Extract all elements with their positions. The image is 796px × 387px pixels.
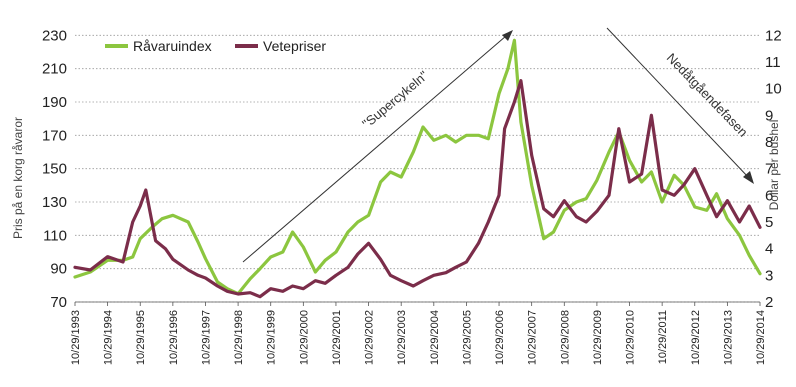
x-tick-label: 10/29/2011: [657, 310, 669, 364]
x-tick-label: 10/29/2014: [755, 310, 767, 365]
y-tick-label-right: 4: [765, 241, 773, 258]
supercycle-annotation: "Supercykeln": [359, 68, 431, 132]
decline-arrow: [606, 27, 754, 184]
y-axis-right-label: Dollar per bushel: [767, 120, 781, 211]
y-tick-label-left: 230: [42, 27, 67, 44]
y-axis-left-label: Pris på en korg råvaror: [11, 117, 25, 239]
x-tick-label: 10/29/1994: [103, 310, 115, 365]
x-tick-label: 10/29/2005: [461, 310, 473, 365]
legend: Råvaruindex Vetepriser: [105, 38, 326, 54]
y-tick-label-right: 5: [765, 214, 773, 231]
x-tick-label: 10/29/2001: [331, 310, 343, 365]
x-tick-label: 10/29/1997: [200, 310, 212, 365]
x-tick-label: 10/29/2006: [494, 310, 506, 365]
y-axis-left: 70 90 110 130 150 170 190 210 230: [42, 27, 67, 311]
y-tick-label-right: 8: [765, 134, 773, 151]
y-tick-label-right: 6: [765, 187, 773, 204]
supercycle-arrow: [242, 30, 513, 263]
y-tick-label-left: 210: [42, 61, 67, 78]
y-tick-label-right: 3: [765, 267, 773, 284]
y-tick-label-right: 9: [765, 107, 773, 124]
x-tick-label: 10/29/1996: [168, 310, 180, 365]
series-line-ravaruindex: [73, 38, 762, 296]
y-tick-label-left: 70: [50, 294, 67, 311]
y-tick-label-right: 7: [765, 161, 773, 178]
y-tick-label-left: 190: [42, 94, 67, 111]
x-tick-label: 10/29/2002: [364, 310, 376, 365]
y-axis-right: 2 3 4 5 6 7 8 9 10 11 12: [765, 27, 782, 311]
y-tick-label-right: 12: [765, 27, 782, 44]
y-tick-label-left: 110: [43, 227, 67, 244]
x-tick-label: 10/29/2009: [592, 310, 604, 365]
x-tick-label: 10/29/1993: [70, 310, 82, 365]
y-tick-label-right: 2: [765, 294, 773, 311]
legend-label-vetepriser: Vetepriser: [263, 38, 326, 54]
x-axis: 10/29/1993 10/29/1994 10/29/1995 10/29/1996…: [70, 301, 767, 365]
x-tick-label: 10/29/2007: [527, 310, 539, 365]
x-tick-label: 10/29/2012: [690, 310, 702, 365]
y-tick-label-left: 170: [42, 127, 67, 144]
x-tick-label: 10/29/2010: [625, 310, 637, 365]
x-tick-label: 10/29/1999: [266, 310, 278, 365]
series-line-vetepriser: [73, 79, 762, 299]
y-tick-label-left: 90: [50, 261, 67, 278]
x-tick-label: 10/29/2008: [559, 310, 571, 365]
x-tick-label: 10/29/2004: [429, 310, 441, 365]
x-tick-label: 10/29/1995: [135, 310, 147, 365]
series-lines: [73, 38, 762, 299]
x-tick-label: 10/29/2000: [298, 310, 310, 365]
x-tick-label: 10/29/1998: [233, 310, 245, 365]
y-tick-label-right: 11: [765, 54, 781, 71]
y-tick-label-left: 130: [42, 194, 67, 211]
x-tick-label: 10/29/2013: [722, 310, 734, 365]
decline-annotation: Nedåtgåendefasen: [664, 50, 751, 139]
y-tick-label-left: 150: [42, 161, 67, 178]
legend-label-ravaruindex: Råvaruindex: [133, 38, 212, 54]
x-tick-label: 10/29/2003: [396, 310, 408, 365]
y-tick-label-right: 10: [765, 81, 782, 98]
